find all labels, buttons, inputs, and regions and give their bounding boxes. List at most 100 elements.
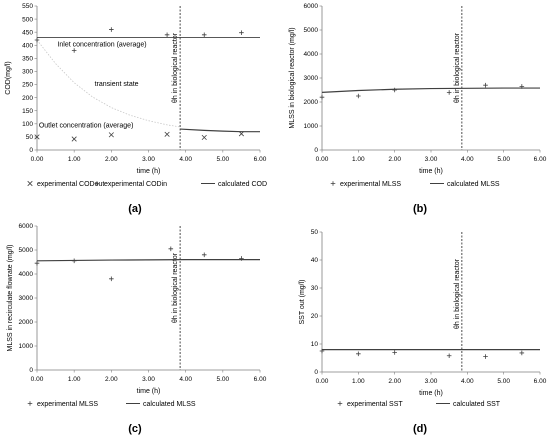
x-tick-label: 6.00: [534, 378, 547, 385]
y-tick-label: 1000: [19, 343, 34, 350]
data-point: [201, 134, 207, 141]
legend-label: experimental CODout: [37, 181, 104, 188]
y-tick-label: 250: [22, 82, 33, 89]
data-point: [201, 252, 207, 258]
transient-curve: [36, 39, 181, 128]
panel-1: 0.00 1.00 2.00 3.00 4.00 5.00 6.00 0 50 100 150 200…: [5, 3, 267, 215]
legend-label: experimental CODin: [104, 181, 167, 188]
y-tick-label: 1000: [304, 123, 319, 130]
y-tick-label: 2000: [304, 99, 319, 106]
legend-label: calculated MLSS: [447, 181, 500, 188]
legend-label: calculated MLSS: [143, 401, 196, 408]
data-point: [483, 354, 488, 359]
legend: experimental SST calculated SST: [337, 401, 501, 408]
legend-label: calculated COD: [218, 181, 267, 188]
x-tick-label: 2.00: [388, 156, 401, 163]
y-tick-label: 3000: [304, 75, 319, 82]
series-1: [34, 246, 244, 282]
x-tick-label: 0.00: [31, 376, 44, 383]
data-point: [239, 30, 244, 36]
data-point: [34, 260, 40, 266]
x-tick-label: 5.00: [217, 376, 230, 383]
data-point: [168, 246, 174, 252]
y-tick-label: 50: [311, 229, 319, 236]
panel-label: (a): [128, 203, 142, 215]
y-tick-label: 3000: [19, 295, 34, 302]
y-axis-title: MLSS in recirculate flowrate (mg/l): [7, 245, 14, 352]
series-1: [34, 131, 244, 142]
y-tick-label: 2000: [19, 319, 34, 326]
panel-2: 0.00 1.00 2.00 3.00 4.00 5.00 6.00 0 1000 2000 300…: [289, 3, 547, 215]
y-tick-label: 400: [22, 42, 33, 49]
data-point: [34, 37, 40, 43]
y-tick-label: 6000: [19, 223, 34, 230]
x-tick-label: 3.00: [425, 378, 438, 385]
legend-swatch: [27, 401, 33, 406]
data-point: [392, 350, 397, 355]
x-tick-label: 4.00: [179, 376, 192, 383]
y-tick-label: 0: [29, 367, 33, 374]
x-axis-title: time (h): [419, 168, 443, 175]
series-line: [180, 128, 260, 133]
theta-h-label: θh in biological reactor: [172, 32, 179, 103]
y-tick-label: 5000: [19, 247, 34, 254]
panel-label: (b): [413, 203, 427, 215]
y-axis-title: MLSS in biological reactor (mg/l): [289, 27, 296, 128]
y-tick-label: 200: [22, 95, 33, 102]
data-point: [356, 93, 361, 99]
data-point: [392, 87, 397, 93]
transient-label: transient state: [95, 81, 139, 88]
data-point: [71, 136, 77, 142]
x-axis-title: time (h): [137, 168, 161, 175]
x-tick-label: 5.00: [497, 378, 510, 385]
series-2: [34, 27, 244, 53]
y-axis-title: COD(mg/l): [5, 61, 12, 94]
data-point: [164, 32, 170, 38]
x-tick-label: 4.00: [461, 156, 474, 163]
data-point: [356, 351, 361, 357]
x-tick-label: 4.00: [179, 156, 192, 163]
x-tick-label: 1.00: [68, 156, 81, 163]
x-tick-label: 6.00: [254, 156, 267, 163]
y-tick-label: 10: [311, 341, 319, 348]
x-tick-label: 3.00: [142, 376, 155, 383]
x-tick-label: 6.00: [254, 376, 267, 383]
y-tick-label: 550: [22, 3, 33, 10]
legend-swatch: [94, 181, 100, 186]
data-point: [164, 131, 170, 137]
data-point: [71, 48, 77, 53]
series-line: [36, 259, 260, 262]
theta-h-label: θh in biological reactor: [454, 258, 461, 329]
x-tick-label: 0.00: [31, 156, 44, 163]
data-point: [109, 27, 114, 32]
y-tick-label: 4000: [304, 51, 319, 58]
panel-3: 0.00 1.00 2.00 3.00 4.00 5.00 6.00 0 1000 2000 300…: [7, 223, 267, 435]
y-tick-label: 0: [314, 369, 318, 376]
inlet-label: Inlet concentration (average): [57, 41, 146, 48]
legend-swatch: [27, 180, 33, 187]
legend-label: experimental MLSS: [37, 401, 98, 408]
series-2: [321, 87, 540, 93]
y-tick-label: 500: [22, 16, 33, 23]
data-point: [519, 350, 525, 356]
data-point: [34, 134, 40, 140]
series-1: [319, 82, 525, 100]
theta-h-label: θh in biological reactor: [454, 32, 461, 103]
legend-label: calculated SST: [453, 401, 501, 408]
y-axis-title: SST out (mg/l): [299, 280, 306, 325]
x-tick-label: 2.00: [105, 376, 118, 383]
x-tick-label: 3.00: [142, 156, 155, 163]
y-tick-label: 40: [311, 257, 319, 264]
y-tick-label: 20: [311, 313, 319, 320]
data-point: [109, 276, 114, 282]
series-3: [180, 128, 260, 133]
panel-label: (c): [128, 423, 142, 435]
y-tick-label: 6000: [304, 3, 319, 10]
legend-swatch: [337, 401, 343, 406]
x-tick-label: 1.00: [352, 378, 365, 385]
x-tick-label: 5.00: [217, 156, 230, 163]
y-tick-label: 450: [22, 29, 33, 36]
panel-label: (d): [413, 423, 427, 435]
data-point: [446, 90, 452, 95]
